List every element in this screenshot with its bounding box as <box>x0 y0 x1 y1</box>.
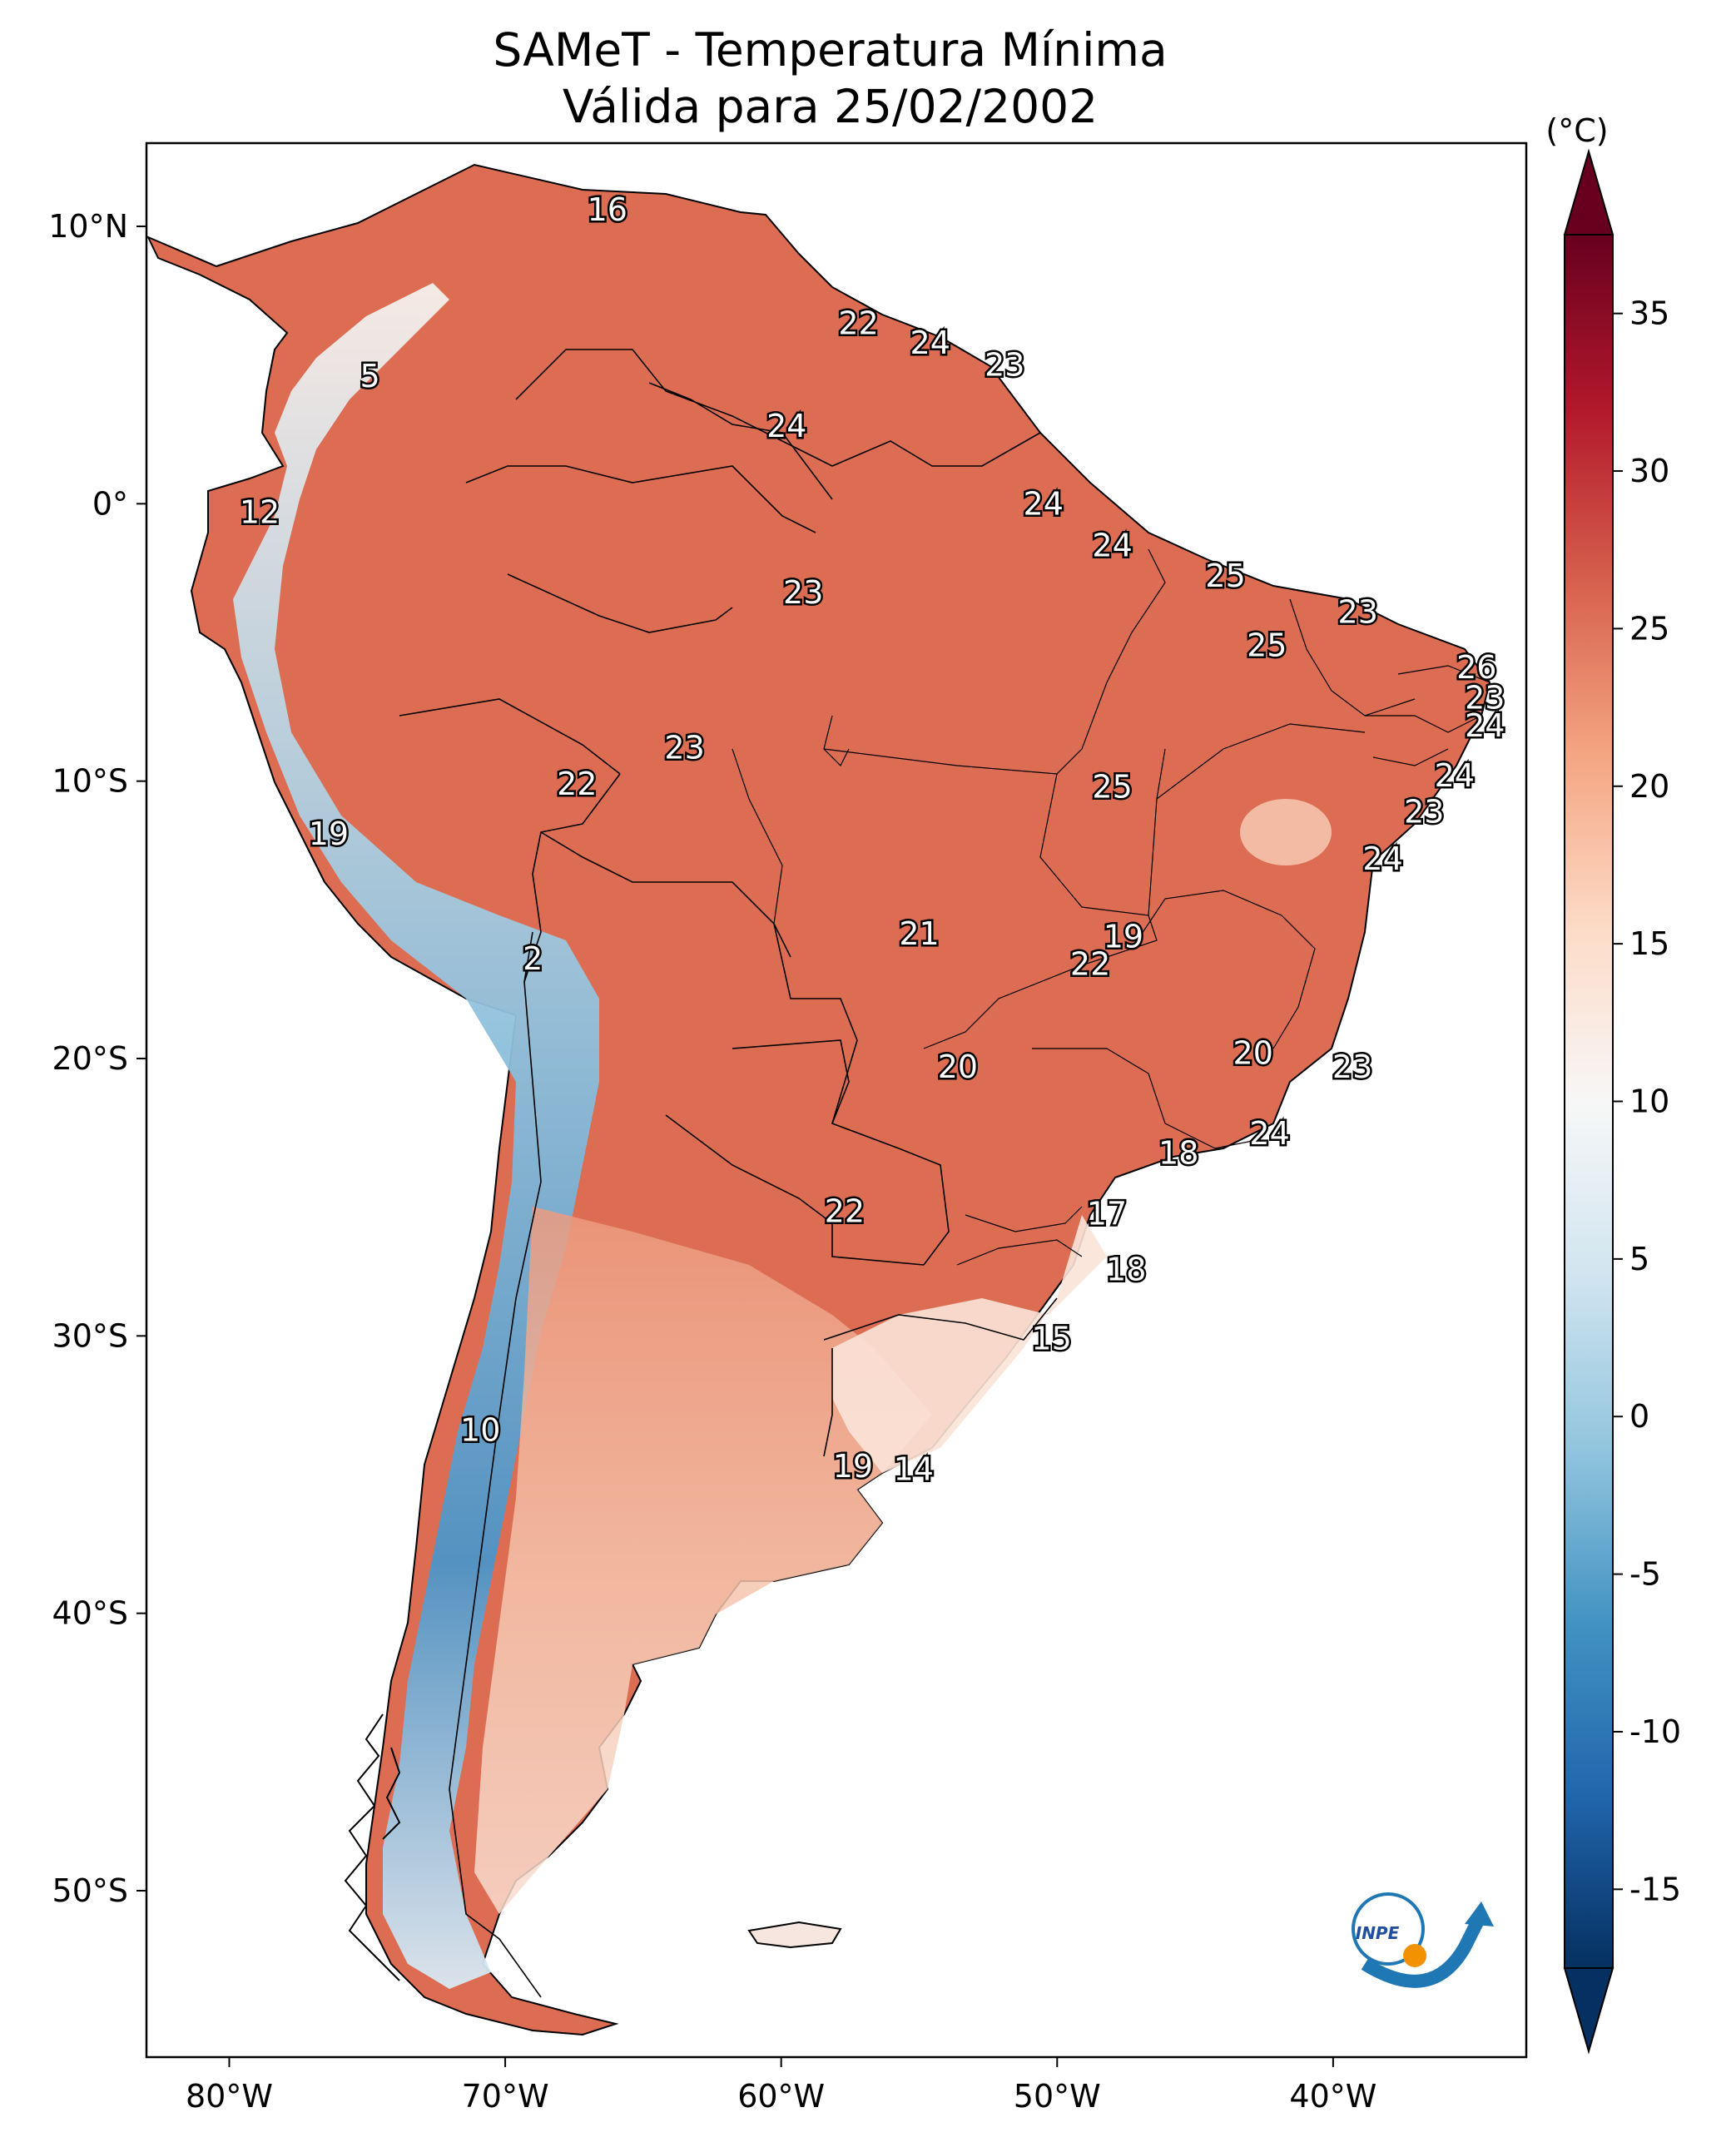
colorbar-tick-label: -5 <box>1629 1556 1661 1593</box>
logo-arrow <box>1465 1902 1494 1926</box>
colorbar-tick-label: 10 <box>1629 1083 1669 1120</box>
inpe-logo: INPE <box>1352 1892 1494 1988</box>
temp-label: 24 <box>766 408 806 444</box>
colorbar-tick-label: -10 <box>1629 1713 1681 1750</box>
continent-fill <box>146 163 1491 2036</box>
temp-label: 10 <box>460 1412 500 1449</box>
temp-label: 19 <box>833 1448 873 1485</box>
temp-label: 24 <box>910 325 950 361</box>
temp-label: 12 <box>240 493 280 530</box>
falkland-islands <box>747 1921 842 1949</box>
lon-tick-label: 70°W <box>462 2078 549 2115</box>
colorbar-tick-label: 30 <box>1629 453 1669 489</box>
temp-label: 23 <box>985 347 1024 384</box>
lon-tick-label: 50°W <box>1014 2078 1101 2115</box>
logo-swoosh <box>1361 1919 1484 1988</box>
lon-tick-label: 40°W <box>1289 2078 1376 2115</box>
south-warm-gradient <box>474 1207 932 1914</box>
map-frame <box>145 141 1528 2059</box>
temp-label: 16 <box>588 191 627 228</box>
temp-label: 17 <box>1087 1196 1127 1232</box>
temp-label: 24 <box>1092 527 1132 563</box>
lat-tick-label: 40°S <box>52 1595 128 1632</box>
temp-label: 2 <box>523 940 543 977</box>
temp-label: 24 <box>1024 485 1064 522</box>
temp-label: 22 <box>1070 946 1110 983</box>
lat-tick-label: 50°S <box>52 1872 128 1909</box>
colorbar-body <box>1564 234 1614 1969</box>
temp-label: 23 <box>1332 1049 1372 1085</box>
temp-label: 20 <box>1233 1034 1273 1071</box>
temp-label: 21 <box>899 915 939 952</box>
temp-label: 26 <box>1456 649 1496 686</box>
logo-dot <box>1403 1944 1426 1967</box>
temp-label: 24 <box>1362 840 1402 877</box>
colorbar-ticks: 35 30 25 20 15 10 5 0 -5 -10 -15 <box>1613 295 1681 1907</box>
colorbar: (°C) 35 30 25 20 15 10 5 0 -5 -10 -15 <box>1545 112 1681 2055</box>
temp-label: 18 <box>1158 1134 1198 1171</box>
longitude-axis: 80°W 70°W 60°W 50°W 40°W <box>186 2057 1376 2115</box>
colorbar-tick-label: 5 <box>1629 1241 1649 1277</box>
temp-label: 20 <box>938 1049 978 1085</box>
uruguay-pale-area <box>832 1215 1107 1473</box>
colorbar-bottom-arrow <box>1563 1967 1614 2055</box>
temp-label: 18 <box>1106 1251 1146 1287</box>
temp-label: 23 <box>1404 793 1444 830</box>
temp-label: 19 <box>309 816 349 852</box>
temp-label: 15 <box>1031 1321 1071 1357</box>
andes-cold-band <box>233 283 599 1989</box>
colorbar-tick-label: 0 <box>1629 1398 1649 1435</box>
chile-fjords <box>344 1713 401 1981</box>
lat-tick-label: 10°S <box>52 763 128 800</box>
lat-tick-label: 0° <box>92 485 128 522</box>
colorbar-tick-label: 15 <box>1629 925 1669 962</box>
temp-label: 25 <box>1205 558 1245 594</box>
map-title: SAMeT - Temperatura Mínima Válida para 2… <box>0 22 1660 135</box>
title-line-2: Válida para 25/02/2002 <box>562 80 1099 133</box>
temp-label: 24 <box>1435 757 1475 794</box>
lon-tick-label: 80°W <box>186 2078 273 2115</box>
bahia-pale-patch <box>1240 799 1332 865</box>
colorbar-tick-label: 25 <box>1629 610 1669 647</box>
colorbar-tick-label: -15 <box>1629 1871 1681 1907</box>
temp-label: 24 <box>1249 1115 1289 1152</box>
colorbar-unit: (°C) <box>1545 112 1608 149</box>
temp-label: 25 <box>1092 768 1132 805</box>
lon-tick-label: 60°W <box>737 2078 825 2115</box>
logo-text: INPE <box>1356 1923 1400 1943</box>
colorbar-tick-label: 35 <box>1629 295 1669 332</box>
temp-label: 23 <box>783 574 823 611</box>
temp-label: 23 <box>664 730 704 766</box>
colorbar-tick-label: 20 <box>1629 768 1669 805</box>
logo-ring <box>1352 1892 1425 1966</box>
lat-tick-label: 10°N <box>48 208 128 245</box>
lat-tick-label: 20°S <box>52 1040 128 1077</box>
temp-label: 22 <box>557 766 597 802</box>
country-borders <box>399 349 1058 1998</box>
temp-label: 24 <box>1465 707 1505 744</box>
temp-label: 22 <box>838 305 878 342</box>
temp-label: 19 <box>1104 918 1143 955</box>
temp-label: 25 <box>1247 627 1287 663</box>
latitude-axis: 10°N 0° 10°S 20°S 30°S 40°S 50°S <box>48 208 146 1909</box>
temp-label: 23 <box>1465 680 1505 717</box>
temp-label: 23 <box>1338 593 1378 630</box>
title-line-1: SAMeT - Temperatura Mínima <box>493 23 1168 77</box>
temp-label: 22 <box>825 1193 865 1229</box>
state-borders <box>732 548 1490 1266</box>
colorbar-top-arrow <box>1563 148 1614 236</box>
temp-label: 14 <box>894 1450 934 1487</box>
lat-tick-label: 30°S <box>52 1317 128 1354</box>
temp-label: 5 <box>360 358 380 394</box>
